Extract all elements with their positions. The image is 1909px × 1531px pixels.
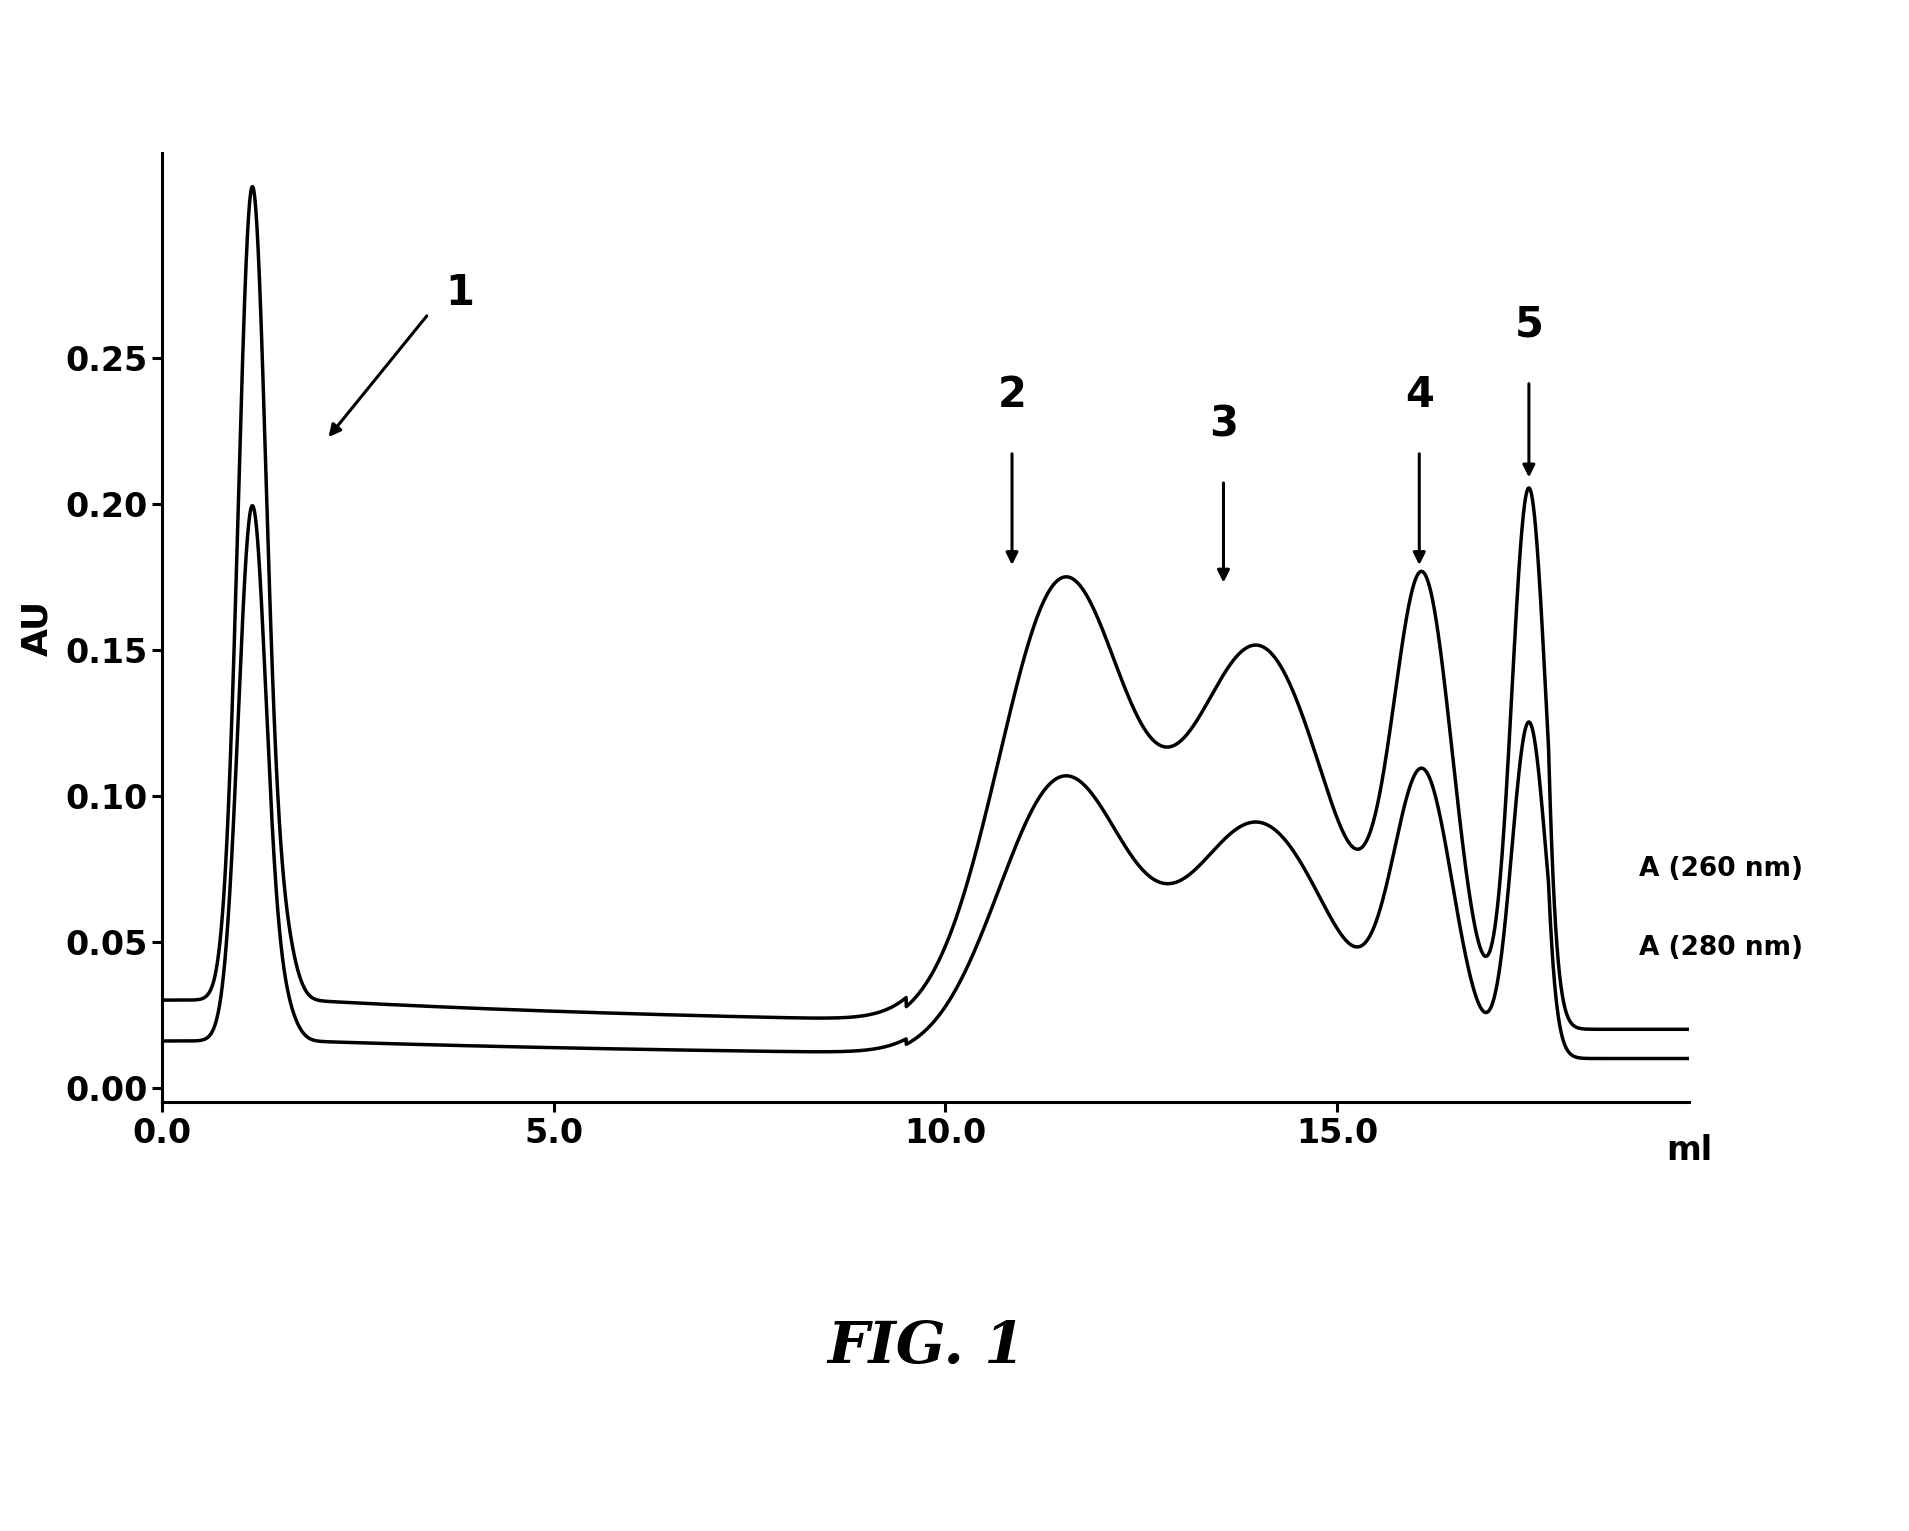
Text: A (280 nm): A (280 nm) <box>1638 934 1802 960</box>
Text: ml: ml <box>1667 1134 1712 1168</box>
Text: 5: 5 <box>1514 303 1542 346</box>
Text: A (260 nm): A (260 nm) <box>1638 856 1802 882</box>
Y-axis label: AU: AU <box>21 600 53 655</box>
Text: 4: 4 <box>1405 374 1434 416</box>
Text: 2: 2 <box>998 374 1027 416</box>
Text: 1: 1 <box>445 273 473 314</box>
Text: 3: 3 <box>1208 403 1237 446</box>
Text: FIG. 1: FIG. 1 <box>827 1320 1025 1375</box>
